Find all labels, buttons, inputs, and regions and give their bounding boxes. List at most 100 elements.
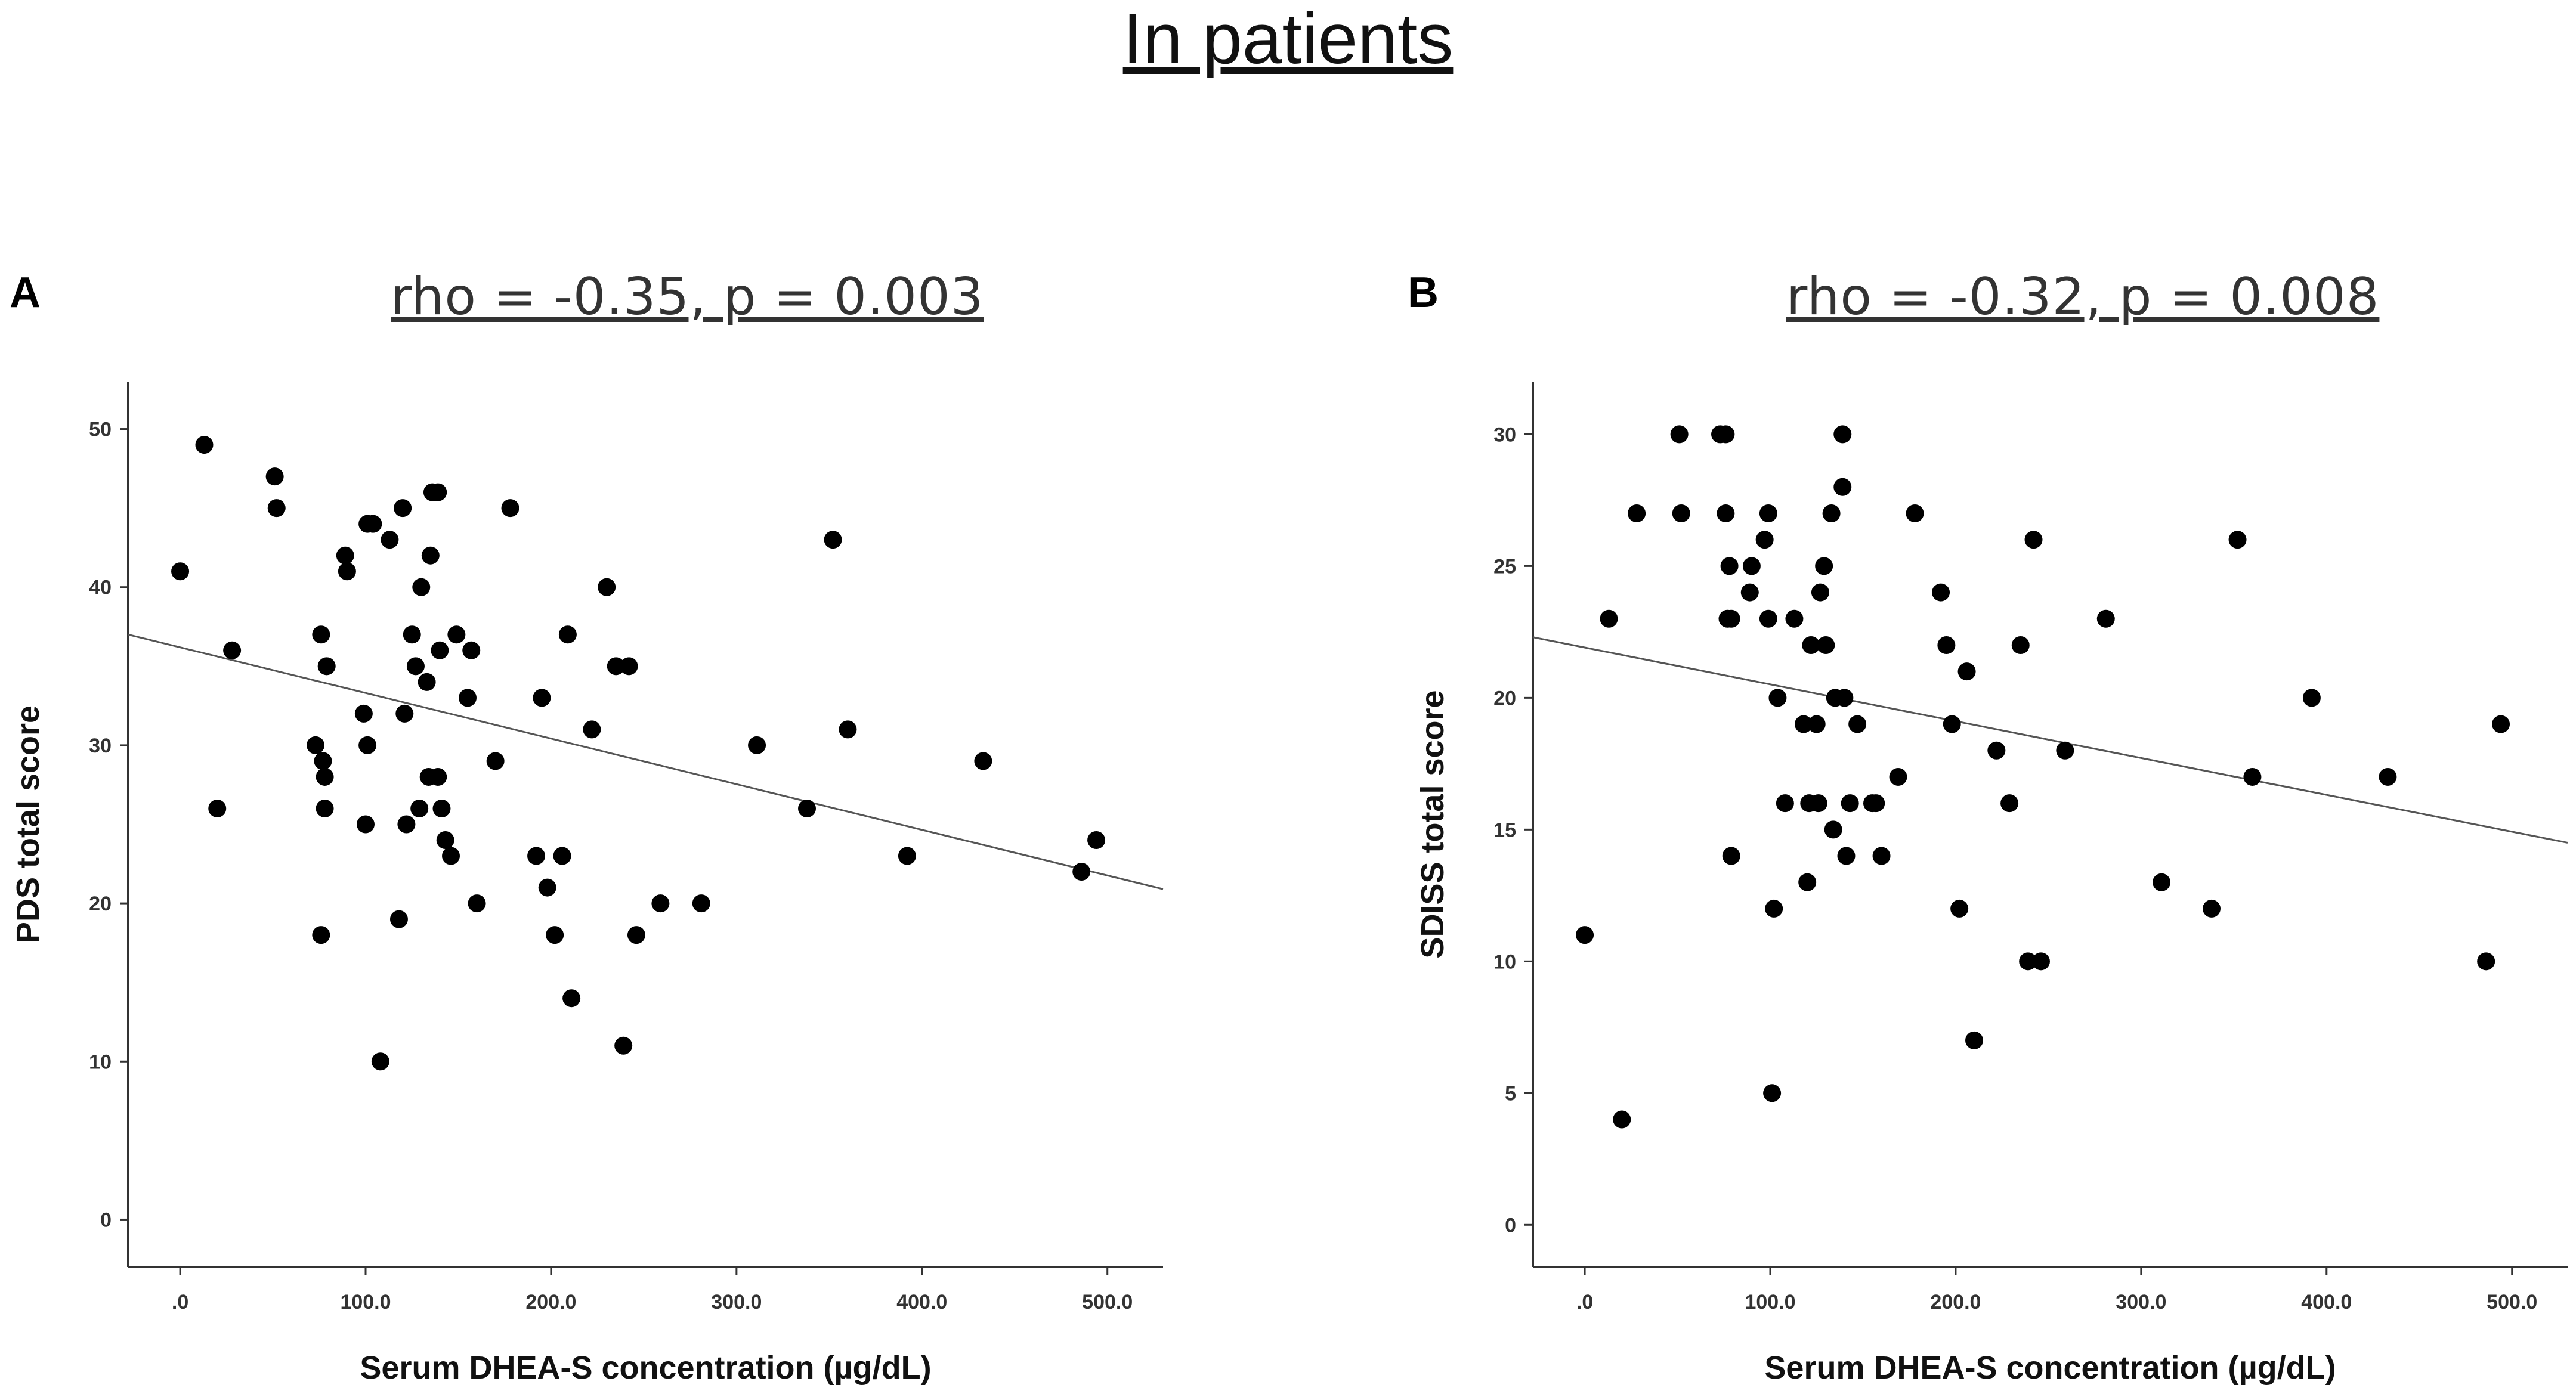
a-data-point xyxy=(486,752,505,770)
a-regression-line xyxy=(128,633,1164,890)
a-data-point xyxy=(412,578,431,596)
b-data-point xyxy=(1811,583,1829,602)
a-data-point xyxy=(533,689,551,707)
a-x-tick-label: .0 xyxy=(172,1291,188,1314)
b-data-point xyxy=(1815,557,1833,575)
b-data-point xyxy=(2019,952,2037,971)
a-data-point xyxy=(583,720,601,739)
b-x-tick-label: 500.0 xyxy=(2487,1291,2537,1314)
b-x-tick-label: 100.0 xyxy=(1745,1291,1795,1314)
a-data-point xyxy=(314,752,332,770)
b-data-point xyxy=(1835,689,1854,707)
a-data-point xyxy=(692,894,710,913)
b-data-point xyxy=(1987,741,2006,760)
b-data-point xyxy=(1822,504,1841,522)
a-data-point xyxy=(501,499,519,518)
b-data-point xyxy=(2492,715,2510,733)
b-data-point xyxy=(1759,609,1777,628)
a-data-point xyxy=(598,578,616,596)
a-y-tick-label: 0 xyxy=(100,1209,112,1231)
b-data-point xyxy=(1841,794,1859,813)
a-data-point xyxy=(171,562,190,581)
b-data-point xyxy=(1628,504,1646,522)
a-data-point xyxy=(371,1052,389,1071)
b-data-point xyxy=(1932,583,1950,602)
a-data-point xyxy=(317,657,336,676)
a-data-point xyxy=(354,704,373,723)
panel-a-title: rho = -0.35, p = 0.003 xyxy=(391,267,984,327)
a-y-tick-label: 10 xyxy=(89,1051,112,1073)
b-data-point xyxy=(1722,609,1740,628)
b-data-point xyxy=(2153,873,2171,891)
a-data-point xyxy=(397,815,416,834)
b-data-point xyxy=(1717,425,1735,444)
a-x-tick-label: 500.0 xyxy=(1082,1291,1133,1314)
panel-a-letter: A xyxy=(10,269,41,317)
b-data-point xyxy=(1889,767,1907,786)
a-data-point xyxy=(267,499,286,518)
a-y-tick-label: 30 xyxy=(89,735,112,757)
b-data-point xyxy=(1906,504,1924,522)
b-data-point xyxy=(2011,636,2030,654)
a-x-tick-label: 400.0 xyxy=(896,1291,947,1314)
a-data-point xyxy=(312,926,330,944)
a-data-point xyxy=(406,657,425,676)
a-data-point xyxy=(546,926,564,944)
b-data-point xyxy=(1837,847,1856,865)
a-data-point xyxy=(468,894,486,913)
panel-b-letter: B xyxy=(1408,269,1439,317)
b-data-point xyxy=(1867,794,1885,813)
b-data-point xyxy=(2031,952,2050,971)
b-data-point xyxy=(1759,504,1777,522)
b-data-point xyxy=(1957,662,1976,681)
a-data-point xyxy=(223,641,242,659)
b-x-tick-label: .0 xyxy=(1576,1291,1593,1314)
b-y-tick-label: 10 xyxy=(1493,950,1516,973)
b-data-point xyxy=(2379,767,2397,786)
a-data-point xyxy=(1087,831,1106,850)
b-data-point xyxy=(1613,1110,1631,1129)
b-data-point xyxy=(1798,873,1817,891)
a-data-point xyxy=(418,673,436,691)
a-data-point xyxy=(364,515,382,533)
a-data-point xyxy=(1072,863,1091,881)
b-y-tick-label: 15 xyxy=(1493,819,1516,841)
b-y-tick-label: 0 xyxy=(1505,1214,1516,1237)
b-data-point xyxy=(1763,1084,1782,1102)
a-y-tick-label: 50 xyxy=(89,419,112,441)
a-data-point xyxy=(431,641,449,659)
a-data-point xyxy=(429,767,447,786)
a-x-tick-label: 200.0 xyxy=(525,1291,576,1314)
a-data-point xyxy=(447,625,466,644)
b-data-point xyxy=(1833,478,1852,496)
b-x-tick-label: 400.0 xyxy=(2301,1291,2352,1314)
a-y-axis-label: PDS total score xyxy=(10,705,46,943)
b-data-point xyxy=(1740,583,1759,602)
b-data-point xyxy=(2024,531,2043,549)
b-y-axis-label: SDISS total score xyxy=(1415,690,1451,958)
a-data-point xyxy=(898,847,916,865)
b-data-point xyxy=(1755,531,1774,549)
a-data-point xyxy=(316,799,334,817)
b-data-point xyxy=(2302,689,2321,707)
a-data-point xyxy=(410,799,429,817)
a-data-point xyxy=(607,657,625,676)
a-data-point xyxy=(627,926,645,944)
a-data-point xyxy=(558,625,577,644)
a-data-point xyxy=(562,989,581,1008)
b-y-tick-label: 20 xyxy=(1493,687,1516,710)
b-data-point xyxy=(2477,952,2495,971)
a-data-point xyxy=(316,767,334,786)
a-data-point xyxy=(307,736,325,754)
a-data-point xyxy=(312,625,330,644)
b-data-point xyxy=(1943,715,1961,733)
b-data-point xyxy=(1833,425,1852,444)
b-regression-line xyxy=(1532,636,2568,844)
b-data-point xyxy=(1768,689,1787,707)
b-y-tick-label: 25 xyxy=(1493,555,1516,578)
a-y-tick-label: 20 xyxy=(89,893,112,915)
b-data-point xyxy=(2000,794,2019,813)
b-data-point xyxy=(1720,557,1739,575)
a-data-point xyxy=(265,467,284,486)
